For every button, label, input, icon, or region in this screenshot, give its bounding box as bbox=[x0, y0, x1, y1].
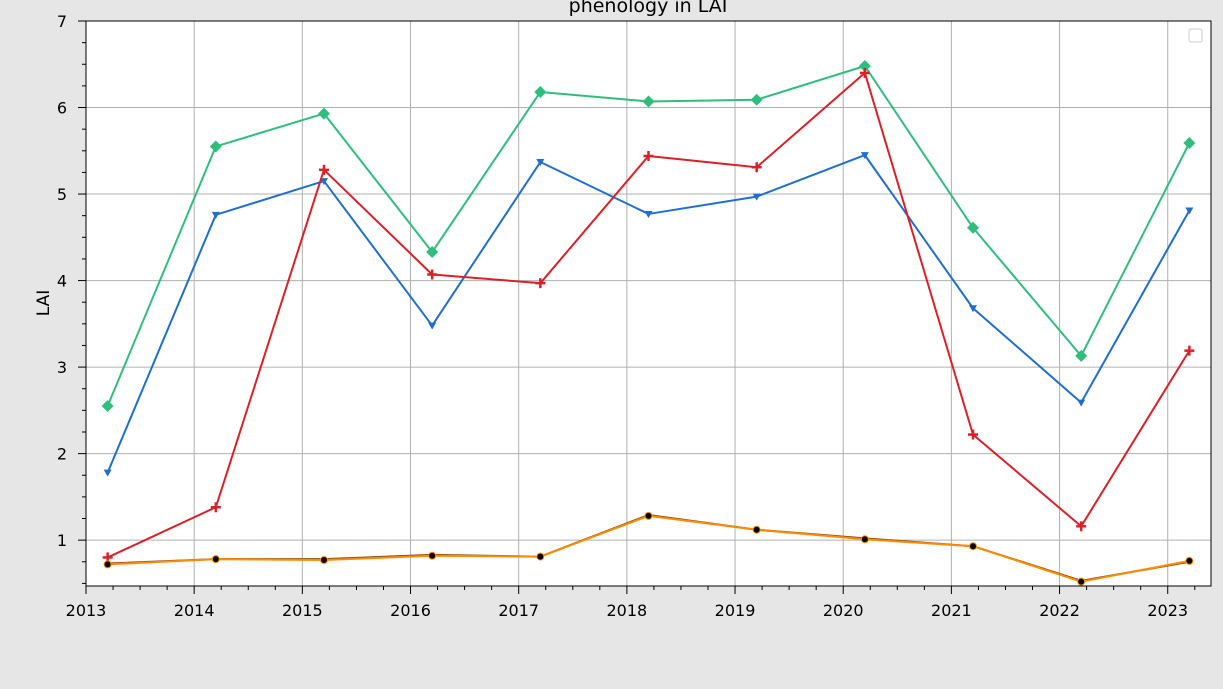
y-tick-label: 2 bbox=[57, 445, 67, 464]
axes: 2013 2014 2015 2016 2017 2018 2019 2020 2021 2022… bbox=[57, 12, 1196, 620]
y-tick-label: 4 bbox=[57, 272, 67, 291]
series-1-point bbox=[534, 85, 547, 98]
x-tick-label: 2013 bbox=[66, 601, 107, 620]
series-3-point bbox=[968, 429, 979, 440]
series-3-point bbox=[643, 150, 654, 161]
series-2-point bbox=[536, 159, 545, 167]
series-3-point bbox=[427, 269, 438, 280]
series-5-point bbox=[536, 552, 545, 561]
chart-title: phenology in LAI bbox=[569, 0, 728, 17]
x-tick-label: 2016 bbox=[390, 601, 431, 620]
series-1-point bbox=[209, 140, 222, 153]
series-1-point bbox=[750, 93, 763, 106]
x-tick-label: 2021 bbox=[931, 601, 972, 620]
series-1-point bbox=[426, 246, 439, 259]
series-5-point bbox=[969, 542, 978, 551]
plot-frame bbox=[85, 20, 1212, 587]
x-tick-label: 2019 bbox=[715, 601, 756, 620]
y-tick-label: 3 bbox=[57, 358, 67, 377]
series-1-point bbox=[967, 221, 980, 234]
y-tick-label: 6 bbox=[57, 99, 67, 118]
y-tick-label: 7 bbox=[57, 12, 67, 31]
series-5-point bbox=[752, 525, 761, 534]
series-3-point bbox=[1184, 345, 1195, 356]
series-2-point bbox=[428, 322, 437, 330]
series-2-point bbox=[1077, 399, 1086, 407]
series-2-point bbox=[969, 305, 978, 313]
plot-area bbox=[86, 21, 1211, 586]
legend-box bbox=[1188, 28, 1203, 43]
series-2-point bbox=[319, 178, 328, 186]
series-1-point bbox=[642, 95, 655, 108]
grid bbox=[85, 20, 1211, 586]
series-5-point bbox=[860, 535, 869, 544]
series-2-point bbox=[644, 210, 653, 218]
series-3-point bbox=[535, 278, 546, 289]
x-tick-label: 2023 bbox=[1147, 601, 1188, 620]
y-axis-label: LAI bbox=[34, 290, 54, 317]
series-5-point bbox=[1077, 577, 1086, 586]
series-3-point bbox=[210, 502, 221, 513]
series-5-point bbox=[103, 560, 112, 569]
x-tick-label: 2018 bbox=[607, 601, 648, 620]
series-1-point bbox=[101, 400, 114, 413]
series-1-point bbox=[1075, 349, 1088, 362]
series-2-point bbox=[103, 469, 112, 477]
series-3-point bbox=[859, 67, 870, 78]
series-1-point bbox=[858, 59, 871, 72]
x-tick-label: 2022 bbox=[1039, 601, 1080, 620]
series-2-point bbox=[752, 193, 761, 201]
series-3-point bbox=[1076, 521, 1087, 532]
series-5-point bbox=[428, 551, 437, 560]
series-3-point bbox=[318, 164, 329, 175]
series-2-point bbox=[211, 211, 220, 219]
x-tick-label: 2014 bbox=[174, 601, 215, 620]
series-3-point bbox=[751, 162, 762, 173]
series-2-point bbox=[860, 152, 869, 160]
x-tick-label: 2015 bbox=[282, 601, 323, 620]
y-tick-label: 5 bbox=[57, 185, 67, 204]
x-tick-label: 2020 bbox=[823, 601, 864, 620]
series-5-point bbox=[319, 556, 328, 565]
series-5-point bbox=[211, 555, 220, 564]
y-tick-label: 1 bbox=[57, 531, 67, 550]
series-2-point bbox=[1185, 207, 1194, 215]
series-5-point bbox=[644, 511, 653, 520]
series-layer bbox=[101, 59, 1196, 586]
series-1-point bbox=[1183, 136, 1196, 149]
series-5-point bbox=[1185, 556, 1194, 565]
x-tick-label: 2017 bbox=[498, 601, 539, 620]
series-1-point bbox=[317, 107, 330, 120]
